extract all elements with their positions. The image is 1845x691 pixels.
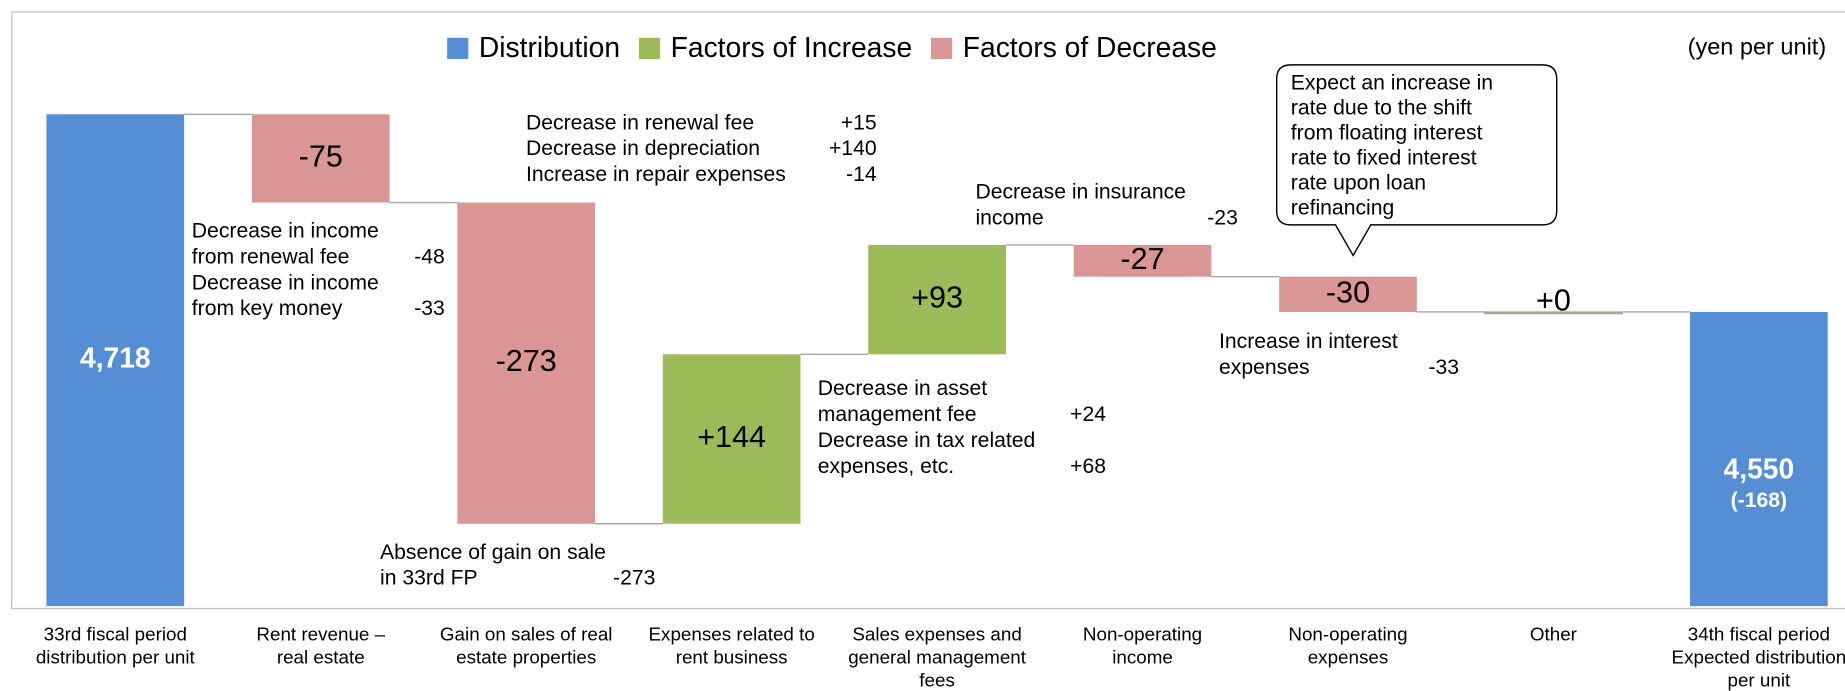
bar: [1484, 311, 1623, 315]
annotation-text: Decrease in insurance: [975, 181, 1186, 204]
legend-swatch: [638, 37, 661, 59]
annotation-text: Absence of gain on sale: [380, 541, 606, 564]
annotation-text: Decrease in asset: [818, 377, 987, 400]
value-label: +93: [911, 281, 963, 315]
x-tick-label: Expenses related to: [649, 624, 815, 645]
x-tick-label: Expected distribution: [1672, 646, 1845, 667]
callout-text: rate due to the shift: [1291, 96, 1472, 119]
x-tick-label: estate properties: [456, 646, 596, 667]
x-tick-label: Other: [1530, 624, 1577, 645]
legend-label: Distribution: [479, 31, 620, 63]
value-label: +144: [697, 420, 766, 454]
callout-text: rate upon loan: [1291, 172, 1426, 195]
annotation-text: expenses: [1219, 356, 1310, 379]
unit-label: (yen per unit): [1688, 34, 1827, 60]
callout-box: [1275, 64, 1558, 257]
bar: [457, 202, 596, 524]
value-label: -27: [1120, 242, 1164, 276]
x-tick-label: 34th fiscal period: [1688, 624, 1830, 645]
x-tick-label: real estate: [277, 646, 365, 667]
annotation-text: Decrease in renewal fee: [526, 111, 754, 134]
annotation-amount: +68: [1070, 455, 1106, 478]
annotation-text: expenses, etc.: [818, 455, 954, 478]
annotation-text: Decrease in tax related: [818, 429, 1036, 452]
annotation-text: management fee: [818, 403, 977, 426]
value-label: -273: [496, 344, 557, 378]
value-label: -75: [299, 139, 343, 173]
x-tick-label: Non-operating: [1083, 624, 1202, 645]
bar: [1073, 244, 1212, 277]
bar: [1279, 276, 1417, 312]
annotation-amount: +140: [829, 137, 877, 160]
x-tick-label: 33rd fiscal period: [44, 624, 187, 645]
value-label: 4,550: [1724, 452, 1795, 484]
annotation-text: from key money: [192, 297, 343, 320]
x-tick-label: fees: [919, 669, 955, 690]
annotation-amount: -23: [1207, 207, 1238, 230]
x-tick-label: rent business: [676, 646, 788, 667]
annotation-text: Decrease in income: [192, 271, 379, 294]
x-tick-label: Sales expenses and: [852, 624, 1021, 645]
bar: [868, 244, 1006, 355]
bar: [46, 114, 185, 607]
annotation-text: Increase in interest: [1219, 330, 1398, 353]
x-tick-label: general management: [848, 646, 1027, 667]
bar: [1690, 311, 1828, 607]
callout-text: Expect an increase in: [1291, 71, 1493, 94]
value-label: 4,718: [80, 342, 151, 374]
legend-label: Factors of Decrease: [963, 31, 1217, 63]
x-tick-label: income: [1112, 646, 1173, 667]
annotation-amount: -273: [613, 567, 655, 590]
annotation-amount: -48: [414, 245, 445, 268]
plot-frame: [11, 11, 1845, 610]
annotation-amount: -33: [1428, 356, 1459, 379]
annotation-text: Decrease in depreciation: [526, 137, 760, 160]
annotation-amount: -14: [846, 163, 877, 186]
change-label: (-168): [1731, 489, 1787, 512]
callout-text: rate to fixed interest: [1291, 146, 1477, 169]
annotation-text: Decrease in income: [192, 220, 379, 243]
bar: [662, 354, 801, 524]
legend-swatch: [931, 37, 953, 59]
x-tick-label: Rent revenue –: [256, 624, 385, 645]
callout-text: from floating interest: [1291, 121, 1483, 144]
annotation-text: Increase in repair expenses: [526, 163, 786, 186]
annotation-amount: -33: [414, 297, 445, 320]
callout-text: refinancing: [1291, 197, 1395, 220]
x-tick-label: per unit: [1727, 669, 1791, 690]
x-tick-label: Gain on sales of real: [440, 624, 613, 645]
value-label: -30: [1326, 275, 1370, 309]
legend-swatch: [447, 37, 469, 59]
annotation-amount: +15: [841, 111, 877, 134]
annotation-text: in 33rd FP: [380, 567, 478, 590]
annotation-text: from renewal fee: [192, 245, 350, 268]
x-tick-label: distribution per unit: [36, 646, 196, 667]
x-tick-label: expenses: [1308, 646, 1389, 667]
value-label: +0: [1536, 284, 1571, 318]
bar: [251, 114, 390, 203]
annotation-text: income: [975, 207, 1043, 230]
legend-label: Factors of Increase: [671, 31, 913, 63]
annotation-amount: +24: [1070, 403, 1106, 426]
x-tick-label: Non-operating: [1288, 624, 1407, 645]
